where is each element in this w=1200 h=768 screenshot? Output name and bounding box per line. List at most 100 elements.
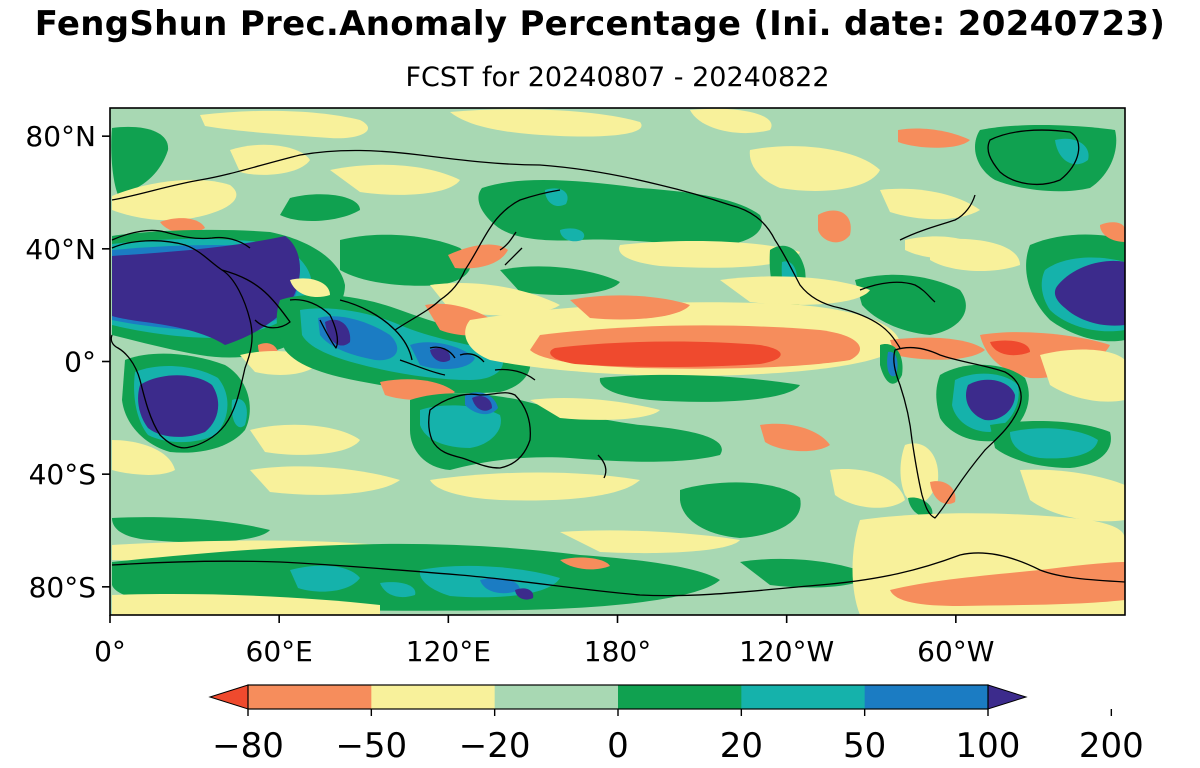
anomaly-patch: [472, 396, 492, 411]
anomaly-patch: [560, 228, 585, 242]
anomaly-patch: [619, 240, 800, 268]
anomaly-patch: [330, 164, 460, 195]
anomaly-patch: [560, 530, 740, 554]
colorbar-segment: [741, 685, 866, 709]
colorbar-tick-label: −20: [459, 726, 531, 766]
coastline-new-guinea: [494, 368, 536, 381]
anomaly-patch: [740, 558, 870, 588]
x-tick-label: 120°E: [406, 635, 491, 668]
anomaly-patch: [112, 440, 175, 475]
coastline-indonesia: [399, 346, 485, 376]
coastline-africa: [110, 240, 253, 449]
colorbar-segment: [371, 685, 496, 709]
anomaly-patch: [112, 517, 270, 543]
anomaly-patch: [550, 341, 781, 367]
x-axis: 0° 60°E 120°E 180° 120°W 60°W: [94, 615, 994, 668]
anomaly-patch: [890, 562, 1125, 606]
anomaly-patch: [560, 557, 610, 570]
anomaly-patch: [818, 210, 851, 243]
anomaly-patch: [760, 423, 830, 452]
x-tick-label: 180°: [584, 635, 651, 668]
coastline-arabia: [221, 269, 291, 329]
anomaly-patch: [908, 497, 933, 517]
colorbar-segment: [618, 685, 742, 709]
anomaly-patch: [749, 146, 880, 191]
anomaly-patch: [111, 126, 169, 195]
coastline-eurasia-north: [111, 149, 731, 206]
anomaly-patch: [340, 234, 471, 286]
x-tick-label: 0°: [94, 635, 126, 668]
coastlines: [110, 129, 1125, 597]
anomaly-patch: [900, 443, 939, 504]
anomaly-patch: [720, 276, 870, 305]
anomaly-patch: [250, 424, 360, 455]
colorbar-tick-label: 0: [607, 726, 629, 766]
anomaly-patch: [112, 236, 300, 345]
anomaly-patch: [1055, 138, 1089, 165]
colorbar-tick-label: −80: [212, 726, 284, 766]
anomaly-patch: [599, 374, 800, 402]
anomaly-patch: [430, 472, 640, 501]
coastline-north-america: [729, 194, 976, 349]
anomaly-patch: [1020, 469, 1125, 522]
coastline-antarctica: [111, 552, 1125, 597]
anomaly-patch: [515, 588, 534, 600]
colorbar-tick-label: 20: [720, 726, 763, 766]
anomaly-patch: [448, 244, 508, 269]
x-tick-label: 60°E: [246, 635, 313, 668]
anomaly-patch: [545, 188, 568, 207]
y-tick-label: 0°: [64, 346, 96, 379]
anomaly-patch: [290, 278, 330, 298]
anomaly-patch: [990, 340, 1030, 356]
anomaly-patch: [570, 295, 690, 320]
anomaly-patch: [905, 236, 980, 259]
coastline-india: [289, 299, 339, 349]
anomaly-patch: [280, 194, 360, 222]
anomaly-patch: [200, 110, 369, 139]
coastline-australia: [428, 392, 531, 469]
anomaly-patch: [880, 188, 980, 220]
colorbar-segment: [494, 685, 619, 709]
coastline-south-america: [893, 346, 1022, 519]
anomaly-patch: [1010, 428, 1098, 459]
y-tick-label: 40°S: [29, 458, 96, 491]
anomaly-patch: [450, 109, 642, 137]
anomaly-field: [110, 108, 1125, 615]
anomaly-patch: [138, 375, 219, 437]
anomaly-patch: [160, 218, 205, 233]
colorbar-extend-low: [208, 684, 249, 710]
anomaly-patch: [1054, 260, 1125, 326]
colorbar: −80 −50 −20 0 20 50 100 200: [208, 684, 1144, 766]
colorbar-tick-label: 200: [1079, 726, 1144, 766]
anomaly-patch: [1100, 222, 1125, 242]
anomaly-patch: [890, 337, 985, 360]
colorbar-segment: [864, 685, 989, 709]
anomaly-patch: [430, 348, 451, 362]
colorbar-extend-high: [987, 684, 1028, 710]
x-tick-label: 120°W: [739, 635, 834, 668]
colorbar-segment: [248, 685, 372, 709]
y-tick-label: 40°N: [25, 233, 96, 266]
x-tick-label: 60°W: [917, 635, 994, 668]
coastline-new-zealand: [597, 454, 607, 479]
y-tick-label: 80°N: [25, 120, 96, 153]
anomaly-patch: [230, 144, 310, 175]
anomaly-patch: [500, 266, 620, 295]
anomaly-patch: [855, 274, 966, 335]
anomaly-patch: [112, 179, 237, 221]
y-axis: 80°N 40°N 0° 40°S 80°S: [25, 120, 110, 604]
anomaly-patch: [830, 469, 905, 508]
anomaly-patch: [975, 125, 1117, 192]
anomaly-patch: [680, 482, 801, 538]
coastline-east-asia: [464, 189, 561, 271]
anomaly-patch: [1040, 349, 1125, 402]
colorbar-tick-label: 100: [956, 726, 1021, 766]
coastline-japan: [499, 231, 523, 266]
coastline-southeast-asia: [339, 269, 466, 361]
map-title: FengShun Prec.Anomaly Percentage (Ini. d…: [34, 4, 1166, 44]
anomaly-patch: [530, 398, 660, 420]
anomaly-patch: [112, 594, 380, 615]
map-subtitle: FCST for 20240807 - 20240822: [405, 62, 830, 93]
anomaly-patch: [325, 319, 351, 346]
